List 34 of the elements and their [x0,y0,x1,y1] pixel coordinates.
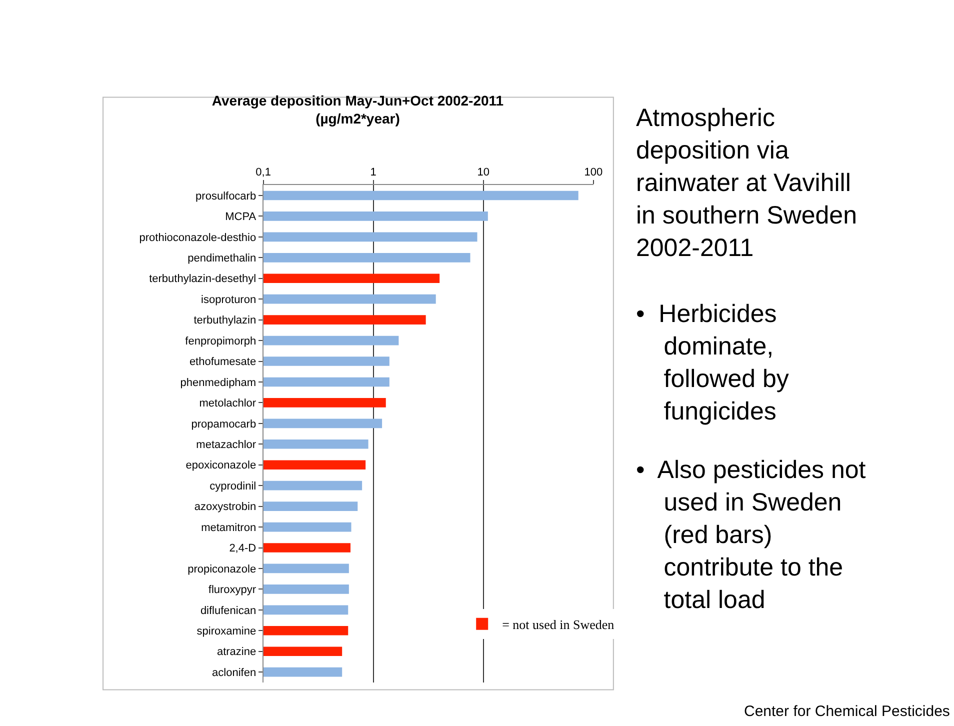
y-tick-label: prosulfocarb [196,190,256,202]
y-tick-label: spiroxamine [196,625,256,638]
legend-label: = not used in Sweden [502,616,615,632]
y-tick-label: phenmedipham [180,376,256,389]
text: Center for Chemical Pesticides [744,703,950,720]
y-tick-label: metazachlor [196,439,256,451]
y-tick-label: fluroxypyr [208,584,256,596]
text: • Also pesticides not used in Sweden (red bars) contribute to the total load [636,456,866,614]
y-tick-label: ethofumesate [189,356,256,368]
y-tick-label: azoxystrobin [194,501,256,514]
text: Atmospheric deposition via rainwater at Vavihill in southern Sweden 2002-2011 [636,104,857,262]
y-tick-label: MCPA [225,211,257,224]
y-tick-label: isoproturon [201,294,256,306]
x-tick-label: 10 [477,166,490,179]
y-tick-label: fenpropimorph [185,335,256,348]
y-tick-label: metamitron [201,522,256,534]
y-tick-label: 2,4-D [229,542,256,555]
chart-title: Average deposition May-Jun+Oct 2002-2011 (µg/m2*year) [212,92,504,126]
x-tick-label: 1 [370,166,376,179]
y-tick-label: diflufenican [200,604,256,617]
y-tick-label: pendimethalin [188,252,256,264]
y-tick-label: terbuthylazin [194,314,256,327]
y-tick-label: atrazine [216,646,256,658]
y-tick-label: terbuthylazin-desethyl [149,273,256,286]
x-tick-label: 0,1 [256,166,271,179]
y-tick-label: propamocarb [191,418,256,430]
y-tick-label: prothioconazole-desthio [139,232,256,244]
y-tick-label: metolachlor [199,398,256,410]
y-tick-label: aclonifen [212,666,256,679]
x-tick-label: 100 [584,166,603,179]
text: • Herbicides dominate, followed by fungicides [636,300,790,426]
y-tick-label: cyprodinil [210,480,256,492]
y-tick-label: propiconazole [188,563,256,576]
y-tick-label: epoxiconazole [186,460,256,472]
